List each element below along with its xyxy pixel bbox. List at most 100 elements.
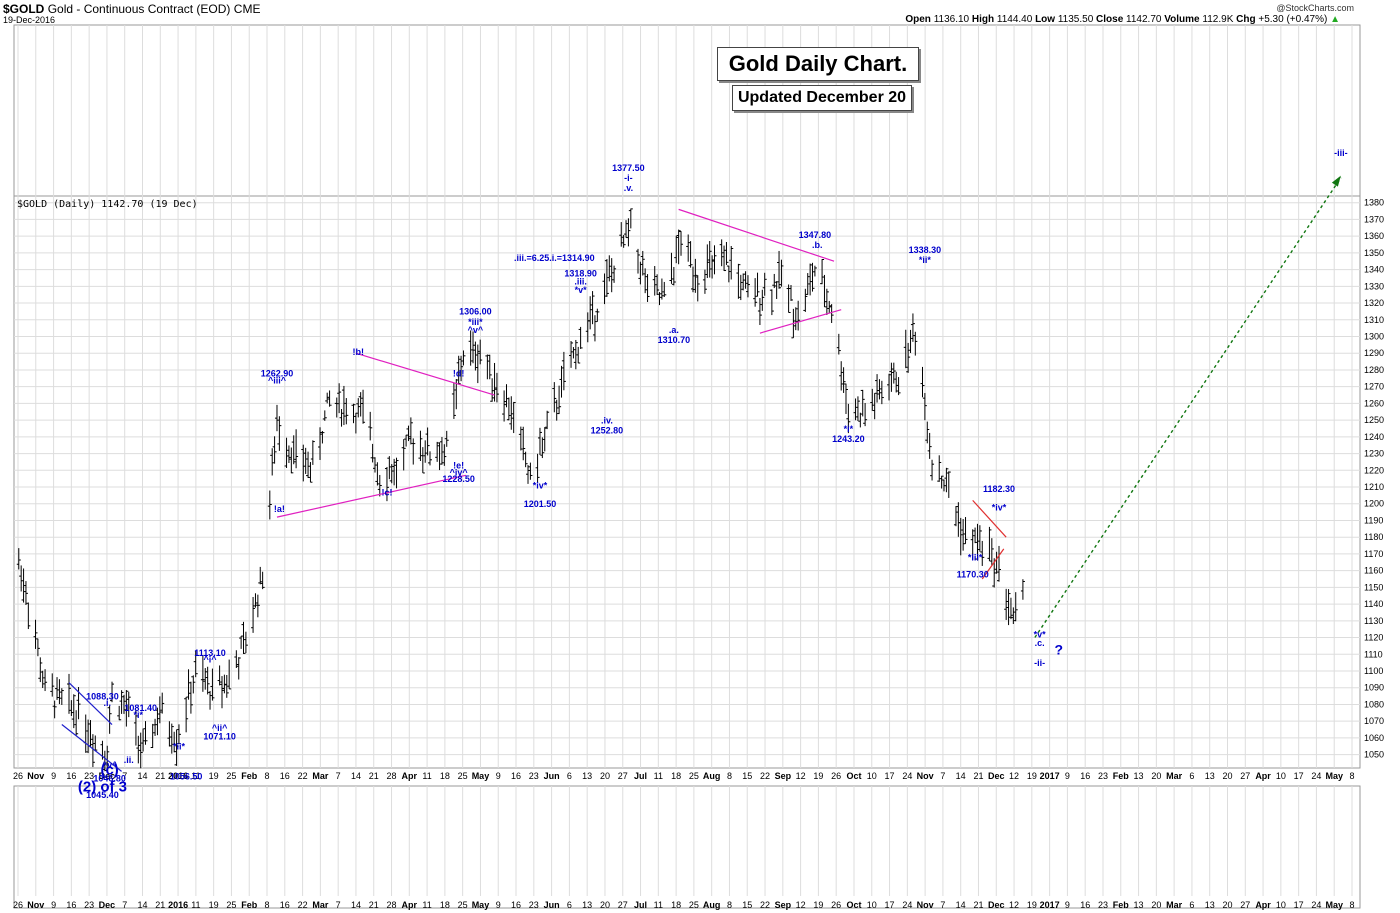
ohlc-bar: [370, 443, 375, 463]
ohlc-bar: [640, 250, 645, 276]
ohlc-bar: [308, 462, 313, 483]
ohlc-bar: [224, 674, 229, 698]
ohlc-bar: [953, 506, 958, 527]
ohlc-bar: [824, 288, 829, 315]
wave-label: ^ii^: [212, 723, 228, 733]
x-tick-label-lower: 2016: [168, 900, 188, 910]
x-tick-label: 20: [600, 771, 610, 781]
x-tick-label-lower: Jun: [544, 900, 560, 910]
ohlc-bar: [141, 728, 146, 752]
ohlc-bar: [635, 248, 640, 274]
ohlc-bar: [571, 347, 576, 359]
ohlc-bar: [205, 666, 210, 695]
x-tick-label-lower: 12: [1009, 900, 1019, 910]
y-tick-label: 1370: [1364, 214, 1384, 224]
x-tick-label: 20: [1151, 771, 1161, 781]
x-tick-label: 9: [51, 771, 56, 781]
ohlc-bar: [518, 426, 523, 451]
x-tick-label: 10: [1276, 771, 1286, 781]
ohlc-bar: [176, 724, 181, 745]
x-tick-label: 12: [1009, 771, 1019, 781]
wave-label: 1046.80: [93, 773, 126, 783]
wave-label: 1045.40: [86, 790, 119, 800]
plot-frame: [13, 24, 1361, 769]
x-tick-label-lower: 10: [867, 900, 877, 910]
ohlc-bar: [86, 719, 91, 754]
ohlc-bar: [927, 432, 932, 459]
wave-label: *ii*: [173, 742, 186, 752]
x-tick-label: 13: [1134, 771, 1144, 781]
ohlc-bar: [707, 240, 712, 278]
wave-label: *v*: [1034, 630, 1047, 640]
ohlc-bar: [827, 300, 832, 314]
x-tick-label: 22: [298, 771, 308, 781]
x-tick-label-lower: 8: [727, 900, 732, 910]
y-tick-label: 1080: [1364, 699, 1384, 709]
y-tick-label: 1120: [1364, 633, 1383, 643]
ohlc-bar: [585, 312, 590, 343]
open-value: 1136.10: [933, 14, 970, 25]
x-tick-label-lower: 11: [191, 900, 200, 910]
x-tick-label: 18: [671, 771, 681, 781]
ohlc-bar: [1008, 597, 1013, 620]
x-tick-label-lower: Mar: [312, 900, 329, 910]
ohlc-bar: [676, 229, 681, 265]
ohlc-bar: [624, 220, 629, 239]
triangle2-upper-line: [678, 208, 835, 262]
ohlc-bar: [906, 342, 911, 373]
ohlc-bar: [468, 330, 473, 366]
ohlc-bar: [38, 657, 43, 683]
ohlc-bar: [150, 723, 155, 749]
ohlc-bar: [688, 241, 693, 268]
ohlc-bar: [655, 274, 660, 295]
ohlc-bar: [669, 252, 674, 284]
x-tick-label: 14: [956, 771, 966, 781]
ohlc-bar: [23, 581, 28, 605]
ohlc-bar: [590, 291, 595, 325]
wave-label: *iii*: [468, 317, 483, 327]
ohlc-bar: [643, 268, 648, 294]
ohlc-bar: [839, 361, 844, 391]
ohlc-bar: [222, 674, 227, 694]
ohlc-bar: [626, 218, 631, 247]
x-tick-label: 27: [618, 771, 628, 781]
ohlc-bar: [679, 231, 684, 256]
ohlc-bar: [755, 272, 760, 297]
ohlc-bar: [779, 259, 784, 287]
x-tick-label-lower: 25: [458, 900, 468, 910]
ohlc-bar: [184, 696, 189, 733]
y-tick-label: 1380: [1364, 198, 1384, 208]
ohlc-bar: [40, 670, 45, 688]
x-tick-label-lower: 12: [796, 900, 806, 910]
wave-label: .b.: [812, 240, 823, 250]
x-tick-label-lower: Sep: [775, 900, 792, 910]
y-tick-label: 1130: [1364, 616, 1383, 626]
x-tick-label: 13: [1205, 771, 1215, 781]
x-tick-label: 18: [440, 771, 450, 781]
ohlc-bar: [502, 390, 507, 422]
ohlc-bar: [303, 447, 308, 474]
ohlc-bar: [389, 464, 394, 484]
ohlc-bar: [887, 373, 892, 401]
ohlc-bar: [686, 234, 691, 262]
ohlc-bar: [110, 681, 115, 703]
ohlc-bar: [956, 502, 961, 537]
ohlc-bar: [695, 275, 700, 302]
ohlc-bar: [1004, 588, 1009, 620]
x-tick-label: Dec: [988, 771, 1005, 781]
ohlc-bar: [638, 261, 643, 285]
wave-label: 1262.90: [261, 369, 294, 379]
ohlc-bar: [478, 339, 483, 365]
x-tick-label-lower: 17: [1294, 900, 1304, 910]
ohlc-bar: [858, 412, 863, 428]
ohlc-bar: [174, 729, 179, 766]
x-tick-label-lower: 9: [496, 900, 501, 910]
ohlc-bar: [444, 430, 449, 447]
y-tick-label: 1250: [1364, 415, 1384, 425]
y-tick-label: 1340: [1364, 265, 1384, 275]
legend: $GOLD (Daily) 1142.70 (19 Dec): [17, 199, 198, 210]
ohlc-bar: [59, 688, 64, 705]
ohlc-bar: [796, 300, 801, 331]
wave-label: ^v^: [468, 325, 484, 335]
